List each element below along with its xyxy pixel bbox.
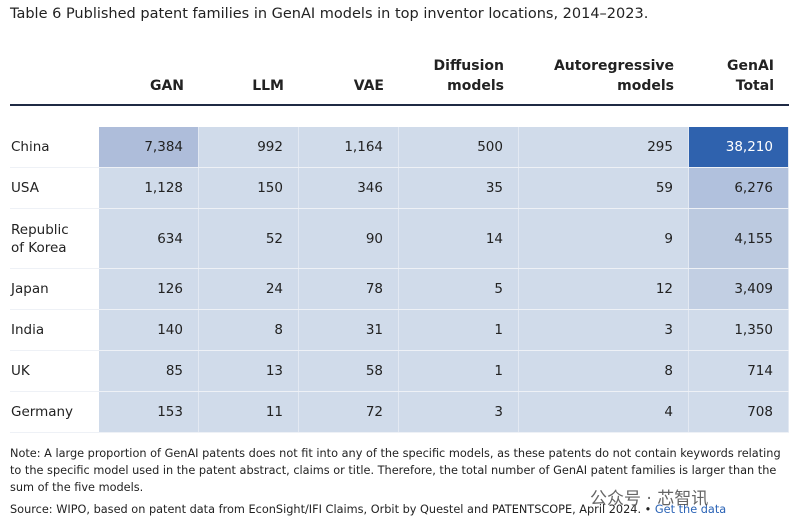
row-label: China: [11, 139, 50, 155]
title: Table 6 Published patent families in Gen…: [10, 6, 649, 22]
table-cell: 1,164: [299, 127, 399, 167]
note: Note: A large proportion of GenAI patent…: [10, 447, 781, 494]
table-cell: 1: [399, 310, 519, 350]
table-cell: 3: [519, 310, 689, 350]
row-label: India: [11, 322, 45, 338]
column-header-text: Diffusion models: [433, 58, 504, 94]
separator: •: [644, 503, 652, 516]
column-header: LLM: [199, 76, 284, 96]
table-cell: 5: [399, 269, 519, 309]
column-header-text: VAE: [353, 78, 384, 94]
table-cell: 295: [519, 127, 689, 167]
table-cell: 6,276: [689, 168, 789, 208]
table-cell: 24: [199, 269, 299, 309]
table-cell: 14: [399, 209, 519, 268]
table-cell: 708: [689, 392, 789, 432]
column-header-text: GenAI Total: [727, 58, 774, 94]
table-cell: 31: [299, 310, 399, 350]
table-cell: 4: [519, 392, 689, 432]
table-cell: 714: [689, 351, 789, 391]
table-cell: 12: [519, 269, 689, 309]
column-header-text: GAN: [149, 78, 184, 94]
source-line: Source: WIPO, based on patent data from …: [10, 501, 792, 518]
row-label: Japan: [11, 281, 49, 297]
watermark: 公众号 · 芯智讯: [590, 489, 709, 509]
table-cell: 634: [99, 209, 199, 268]
column-header: GenAI Total: [689, 56, 774, 96]
row-label: Republic of Korea: [11, 221, 69, 256]
column-header-text: LLM: [252, 78, 284, 94]
table-cell: 3: [399, 392, 519, 432]
column-header: VAE: [299, 76, 384, 96]
table-row: India 140 8 31 1 3 1,350: [10, 310, 789, 351]
column-header: GAN: [99, 76, 184, 96]
table-cell: 140: [99, 310, 199, 350]
table-header: GAN LLM VAE Diffusion models Autoregressive …: [10, 50, 789, 106]
table-cell: 1,350: [689, 310, 789, 350]
table-cell: 153: [99, 392, 199, 432]
table-cell: 78: [299, 269, 399, 309]
table-row: UK 85 13 58 1 8 714: [10, 351, 789, 392]
table-body: China 7,384 992 1,164 500 295 38,210 USA 1,128 15…: [10, 127, 789, 433]
table-cell: 150: [199, 168, 299, 208]
table-cell: 11: [199, 392, 299, 432]
table-cell: 59: [519, 168, 689, 208]
table-cell: 8: [519, 351, 689, 391]
table-cell: 52: [199, 209, 299, 268]
table-cell: 346: [299, 168, 399, 208]
get-data-link[interactable]: Get the data: [654, 503, 727, 516]
table-row: China 7,384 992 1,164 500 295 38,210: [10, 127, 789, 168]
table-row: Republic of Korea 634 52 90 14 9 4,155: [10, 209, 789, 269]
column-header: Diffusion models: [399, 56, 504, 96]
table-cell: 85: [99, 351, 199, 391]
table-cell: 1,128: [99, 168, 199, 208]
table-cell: 38,210: [689, 127, 789, 167]
table-cell: 13: [199, 351, 299, 391]
table-row: Germany 153 11 72 3 4 708: [10, 392, 789, 433]
table-cell: 8: [199, 310, 299, 350]
row-label: Germany: [11, 404, 74, 420]
table-cell: 3,409: [689, 269, 789, 309]
table-cell: 500: [399, 127, 519, 167]
column-header: Autoregressive models: [519, 56, 674, 96]
table-cell: 126: [99, 269, 199, 309]
table-cell: 72: [299, 392, 399, 432]
table-cell: 1: [399, 351, 519, 391]
table-cell: 35: [399, 168, 519, 208]
table-cell: 90: [299, 209, 399, 268]
table-cell: 9: [519, 209, 689, 268]
column-header-text: Autoregressive models: [553, 58, 674, 94]
row-label: USA: [11, 180, 39, 196]
table-cell: 58: [299, 351, 399, 391]
table-cell: 992: [199, 127, 299, 167]
table-row: USA 1,128 150 346 35 59 6,276: [10, 168, 789, 209]
table-row: Japan 126 24 78 5 12 3,409: [10, 269, 789, 310]
table-cell: 4,155: [689, 209, 789, 268]
table-cell: 7,384: [99, 127, 199, 167]
source: Source: WIPO, based on patent data from …: [10, 503, 642, 516]
row-label: UK: [11, 363, 30, 379]
